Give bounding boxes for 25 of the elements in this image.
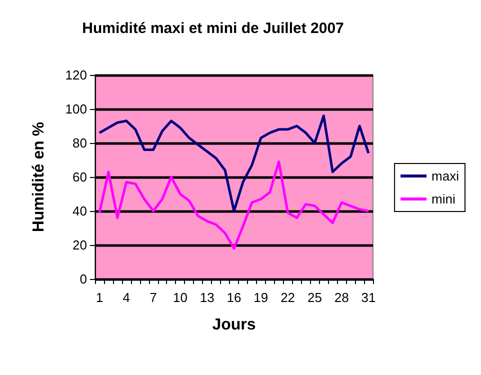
x-tick-label: 13 (200, 290, 214, 305)
y-tick-label: 20 (72, 238, 87, 252)
x-tick-label: 28 (334, 290, 349, 305)
x-tick-label: 10 (172, 290, 188, 305)
y-tick-label: 80 (72, 136, 87, 150)
x-tick-label: 7 (150, 290, 157, 305)
y-tick-label: 60 (72, 170, 87, 184)
y-tick-label: 40 (72, 204, 87, 218)
legend-label: mini (432, 192, 456, 206)
x-tick-label: 25 (307, 290, 322, 305)
x-tick-label: 1 (96, 290, 104, 305)
legend-label: maxi (432, 168, 460, 184)
y-tick-label: 120 (65, 68, 87, 82)
chart-title: Humidité maxi et mini de Juillet 2007 (82, 20, 344, 37)
y-axis-title: Humidité en % (30, 122, 48, 232)
x-tick-label: 19 (254, 290, 268, 305)
x-tick-label: 16 (226, 290, 242, 305)
x-axis-title: Jours (212, 316, 256, 334)
line-series (98, 160, 370, 250)
y-tick-label: 100 (65, 102, 87, 116)
x-tick-label: 4 (122, 290, 130, 305)
y-tick-label: 0 (80, 272, 87, 286)
line-series (98, 114, 370, 212)
x-tick-label: 31 (361, 290, 376, 305)
x-tick-label: 22 (280, 290, 296, 305)
